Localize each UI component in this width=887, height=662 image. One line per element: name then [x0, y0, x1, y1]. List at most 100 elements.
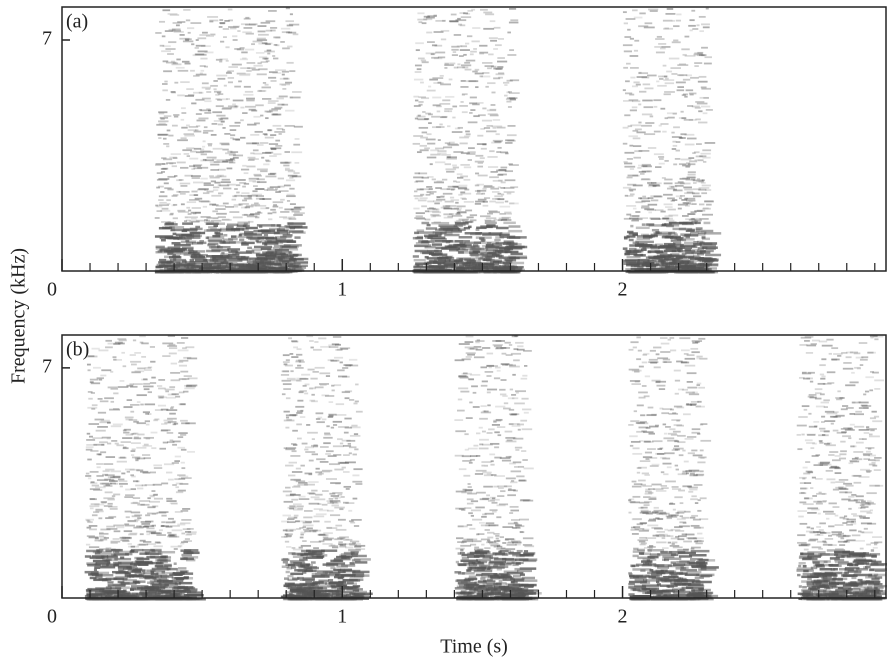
spectral-energy	[212, 217, 218, 219]
spectral-energy	[212, 111, 222, 113]
spectral-energy	[340, 361, 343, 363]
spectral-energy	[233, 157, 239, 159]
spectral-energy	[237, 30, 240, 32]
spectral-energy	[643, 83, 651, 85]
spectral-energy	[286, 195, 296, 197]
spectral-energy	[223, 261, 228, 264]
spectral-energy	[331, 505, 338, 507]
spectral-energy	[447, 125, 450, 127]
spectral-energy	[471, 509, 481, 511]
spectral-energy	[471, 500, 478, 502]
spectral-energy	[246, 236, 264, 239]
spectral-energy	[152, 584, 169, 587]
spectral-energy	[240, 137, 245, 139]
spectral-energy	[239, 204, 243, 206]
spectral-energy	[334, 469, 343, 471]
spectral-energy	[344, 432, 349, 434]
spectral-energy	[176, 59, 180, 61]
spectral-energy	[215, 208, 225, 210]
spectral-energy	[284, 363, 288, 365]
spectral-energy	[675, 158, 681, 160]
spectral-energy	[323, 563, 339, 566]
spectral-energy	[113, 359, 122, 361]
spectral-energy	[122, 579, 136, 582]
spectral-energy	[283, 388, 291, 390]
spectral-energy	[662, 264, 668, 267]
spectral-energy	[185, 422, 195, 424]
spectral-energy	[282, 47, 290, 49]
spectral-energy	[253, 260, 257, 263]
spectral-energy	[335, 344, 341, 346]
spectral-energy	[329, 401, 334, 403]
spectral-energy	[192, 257, 206, 260]
spectral-energy	[216, 59, 223, 61]
spectral-energy	[158, 405, 166, 407]
spectral-energy	[700, 251, 710, 254]
spectral-energy	[165, 48, 175, 50]
spectral-energy	[325, 395, 334, 397]
spectral-energy	[180, 185, 187, 187]
spectral-energy	[483, 28, 494, 30]
spectral-energy	[161, 239, 166, 242]
spectral-energy	[302, 578, 314, 581]
spectral-energy	[672, 148, 676, 150]
spectral-energy	[191, 43, 194, 45]
spectral-energy	[113, 538, 120, 540]
spectral-energy	[296, 354, 302, 356]
spectral-energy	[477, 190, 486, 192]
spectral-energy	[261, 157, 264, 159]
spectral-energy	[286, 571, 290, 574]
spectral-energy	[505, 539, 515, 541]
spectral-energy	[457, 45, 462, 47]
spectral-energy	[199, 240, 204, 243]
spectral-energy	[414, 105, 421, 107]
spectral-energy	[285, 541, 289, 543]
spectral-energy	[232, 64, 242, 66]
spectral-energy	[692, 28, 698, 30]
spectral-energy	[480, 9, 488, 11]
spectral-energy	[283, 561, 288, 564]
spectral-energy	[154, 545, 163, 547]
spectral-energy	[487, 353, 494, 355]
spectral-energy	[343, 539, 352, 541]
spectral-energy	[305, 384, 310, 386]
spectral-energy	[280, 236, 292, 239]
spectral-energy	[685, 251, 702, 254]
spectral-energy	[266, 20, 276, 22]
spectral-energy	[220, 41, 224, 43]
spectral-energy	[354, 448, 358, 450]
spectral-energy	[134, 563, 149, 566]
spectral-energy	[428, 122, 432, 124]
spectral-energy	[509, 409, 514, 411]
spectral-energy	[221, 117, 229, 119]
spectral-energy	[159, 582, 177, 585]
spectral-energy	[496, 516, 501, 518]
spectral-energy	[100, 400, 109, 402]
spectral-energy	[304, 449, 308, 451]
spectral-energy	[497, 57, 505, 59]
spectral-energy	[135, 485, 143, 487]
spectral-energy	[643, 165, 652, 167]
spectral-energy	[228, 77, 234, 79]
spectral-energy	[507, 32, 511, 34]
spectral-energy	[270, 134, 276, 136]
spectral-energy	[665, 78, 669, 80]
spectral-energy	[286, 359, 290, 361]
spectral-energy	[311, 561, 316, 564]
spectral-energy	[182, 378, 187, 380]
spectral-energy	[305, 446, 314, 448]
spectral-energy	[196, 151, 204, 153]
spectral-energy	[213, 148, 223, 150]
spectral-energy	[131, 546, 135, 548]
spectral-energy	[625, 92, 632, 94]
spectral-energy	[487, 242, 491, 245]
spectral-energy	[188, 32, 191, 34]
spectral-energy	[432, 179, 436, 181]
spectral-energy	[474, 241, 481, 244]
spectral-energy	[485, 222, 497, 225]
spectral-energy	[92, 404, 98, 406]
spectral-energy	[87, 459, 92, 461]
spectral-energy	[208, 145, 212, 147]
spectral-energy	[440, 75, 444, 77]
spectral-energy	[490, 20, 496, 22]
